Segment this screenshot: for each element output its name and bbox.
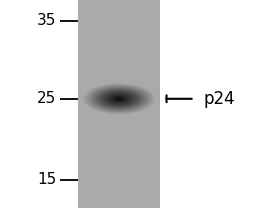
Ellipse shape — [91, 87, 147, 111]
Ellipse shape — [89, 86, 149, 112]
Text: 25: 25 — [37, 91, 56, 106]
Ellipse shape — [98, 90, 140, 108]
Ellipse shape — [109, 94, 129, 103]
Ellipse shape — [99, 90, 139, 107]
Ellipse shape — [102, 91, 136, 106]
Ellipse shape — [113, 96, 125, 102]
Text: p24: p24 — [204, 90, 235, 108]
Ellipse shape — [95, 89, 143, 109]
Ellipse shape — [100, 91, 138, 107]
Ellipse shape — [82, 83, 156, 115]
Ellipse shape — [83, 83, 155, 114]
Text: 35: 35 — [37, 13, 56, 28]
Ellipse shape — [105, 93, 133, 105]
Ellipse shape — [86, 84, 153, 113]
Ellipse shape — [104, 92, 134, 105]
Ellipse shape — [114, 97, 124, 101]
Ellipse shape — [108, 94, 130, 104]
Ellipse shape — [84, 84, 154, 114]
Ellipse shape — [112, 95, 126, 102]
Ellipse shape — [94, 88, 144, 110]
Text: 15: 15 — [37, 172, 56, 187]
Ellipse shape — [110, 95, 128, 103]
Ellipse shape — [93, 88, 145, 110]
Ellipse shape — [115, 97, 123, 100]
Ellipse shape — [87, 85, 151, 113]
Ellipse shape — [92, 87, 146, 111]
Ellipse shape — [97, 89, 141, 109]
Bar — [78, 0, 160, 208]
Ellipse shape — [116, 98, 122, 100]
Ellipse shape — [107, 93, 131, 104]
Ellipse shape — [103, 92, 135, 106]
Ellipse shape — [88, 85, 150, 112]
Ellipse shape — [118, 98, 120, 99]
